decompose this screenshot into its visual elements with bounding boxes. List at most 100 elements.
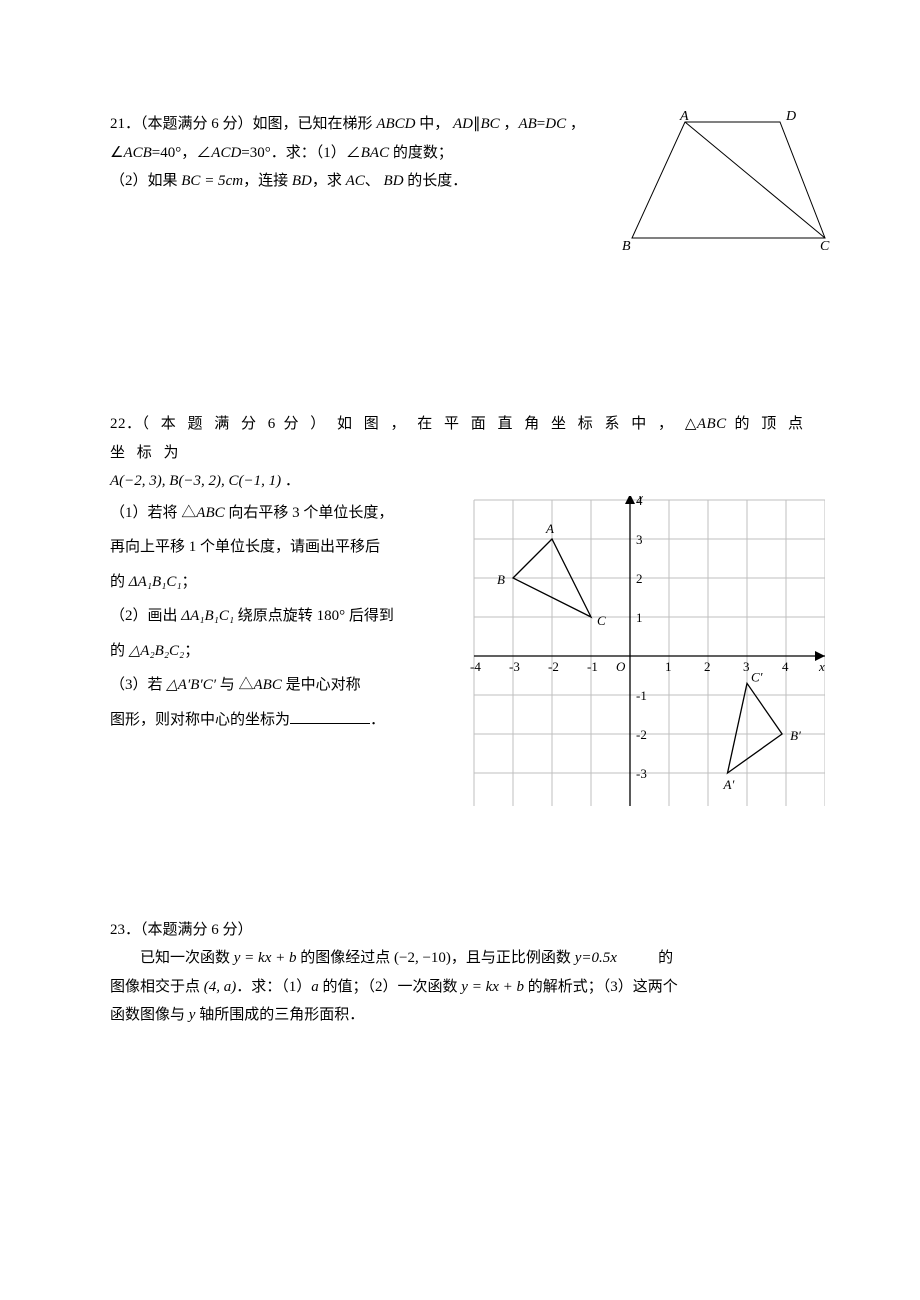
q22-p1d: 的 xyxy=(110,574,129,590)
q21-a1a: ∠ xyxy=(110,145,123,161)
q23-line3: 图像相交于点 (4, a)．求：（1）a 的值；（2）一次函数 y = kx +… xyxy=(110,973,830,1002)
q23-a: a xyxy=(311,979,319,995)
q22-p3c: 是中心对称 xyxy=(282,677,361,693)
q21-line3: （2）如果 BC = 5cm，连接 BD，求 AC、 BD 的长度． xyxy=(110,167,620,196)
svg-text:B: B xyxy=(622,239,631,250)
q23-l1a: 已知一次函数 xyxy=(140,950,234,966)
q21-bc2: BC xyxy=(181,173,200,189)
q22-tri-2: △ xyxy=(181,505,196,521)
q21-a2a: ∠ xyxy=(196,145,211,161)
problem-21-text: 21．（本题满分 6 分）如图，已知在梯形 ABCD 中， AD∥BC ，AB=… xyxy=(110,110,620,196)
svg-text:-3: -3 xyxy=(509,659,520,674)
q22-p3b: 与 xyxy=(216,677,239,693)
q22-p1e: ； xyxy=(182,574,197,590)
q21-t3: ， xyxy=(500,116,519,132)
q22-p3a: （3）若 xyxy=(110,677,166,693)
q22-tri-3: △ xyxy=(239,677,254,693)
problem-22: 22．（ 本 题 满 分 6 分 ） 如 图 ， 在 平 面 直 角 坐 标 系… xyxy=(110,410,830,806)
svg-text:O: O xyxy=(616,659,626,674)
q21-ac: AC xyxy=(346,173,365,189)
q21-eqn: = 5 xyxy=(200,173,225,189)
q22-pp: （ 本 题 满 分 xyxy=(142,416,268,432)
q21-t5: 的度数； xyxy=(389,145,453,161)
q22-p2-l2: 的 △A₂B₂C₂； xyxy=(110,634,410,669)
q22-row: （1）若将 △ABC 向右平移 3 个单位长度， 再向上平移 1 个单位长度，请… xyxy=(110,496,830,806)
q21-eq2: =40°， xyxy=(152,145,196,161)
problem-23: 23．（本题满分 6 分） 已知一次函数 y = kx + b 的图像经过点 (… xyxy=(110,916,830,1030)
q23-l2b: ．求：（1） xyxy=(236,979,311,995)
q22-triP: △A′B′C′ xyxy=(166,677,216,693)
q23-ps: 分） xyxy=(219,922,253,938)
q23-pt2: (4, a) xyxy=(204,979,237,995)
q22-p2-l1: （2）画出 ΔA₁B₁C₁ 绕原点旋转 180° 后得到 xyxy=(110,599,410,634)
q21-t8: 、 xyxy=(365,173,384,189)
q23-eq1-2: y = kx + b xyxy=(461,979,524,995)
q22-p2b: 绕原点旋转 xyxy=(234,608,317,624)
q23-line2: 已知一次函数 y = kx + b 的图像经过点 (−2, −10)，且与正比例… xyxy=(110,944,830,973)
q22-p1-l1: （1）若将 △ABC 向右平移 3 个单位长度， xyxy=(110,496,410,531)
q23-pts: 6 xyxy=(211,922,219,938)
q23-l1b: 的图像经过点 xyxy=(296,950,394,966)
svg-text:D: D xyxy=(785,110,796,124)
q22-tri1-2: ΔA₁B₁C₁ xyxy=(181,608,234,624)
q22-num: 22． xyxy=(110,416,142,432)
q22-abc-2: ABC xyxy=(196,505,224,521)
svg-text:-2: -2 xyxy=(548,659,559,674)
q22-p2c: 后得到 xyxy=(345,608,394,624)
svg-text:2: 2 xyxy=(636,571,643,586)
svg-text:x: x xyxy=(818,659,825,674)
svg-text:A: A xyxy=(679,110,689,124)
q22-p1-l3: 的 ΔA₁B₁C₁； xyxy=(110,565,410,600)
answer-blank xyxy=(290,706,370,724)
q21-dc: DC xyxy=(545,116,566,132)
q22-p3-l2: 图形，则对称中心的坐标为． xyxy=(110,703,410,738)
q21-p2a: （2）如果 xyxy=(110,173,181,189)
q23-l2c: 的值；（2）一次函数 xyxy=(319,979,462,995)
svg-text:A′: A′ xyxy=(723,777,735,792)
q22-p2d: 的 xyxy=(110,643,129,659)
svg-text:-1: -1 xyxy=(587,659,598,674)
q21-cm: cm xyxy=(226,173,244,189)
q21-t1: 如图，已知在梯形 xyxy=(253,116,377,132)
q23-l1d: 的 xyxy=(617,950,673,966)
q21-t9: 的长度． xyxy=(404,173,468,189)
q23-l2d: 的解析式；（3）这两个 xyxy=(524,979,678,995)
svg-text:C: C xyxy=(820,239,830,250)
q21-num: 21． xyxy=(110,116,140,132)
q22-p1-l2: 再向上平移 1 个单位长度，请画出平移后 xyxy=(110,530,410,565)
svg-text:3: 3 xyxy=(636,532,643,547)
q23-eq2: y=0.5x xyxy=(575,950,617,966)
q22-p2e: ； xyxy=(184,643,199,659)
q22-p3-l1: （3）若 △A′B′C′ 与 △ABC 是中心对称 xyxy=(110,668,410,703)
q22-p1a: （1）若将 xyxy=(110,505,181,521)
svg-text:2: 2 xyxy=(704,659,711,674)
q21-eq1: = xyxy=(537,116,545,132)
q21-bd: BD xyxy=(292,173,312,189)
q22-t1: 如 图 ， 在 平 面 直 角 坐 标 系 中 ， xyxy=(329,416,685,432)
q22-line1: 22．（ 本 题 满 分 6 分 ） 如 图 ， 在 平 面 直 角 坐 标 系… xyxy=(110,410,830,467)
q23-pt: (−2, −10) xyxy=(394,950,451,966)
problem-21-row: 21．（本题满分 6 分）如图，已知在梯形 ABCD 中， AD∥BC ，AB=… xyxy=(110,110,830,250)
q22-figure: 11223344-4-4-3-3-2-2-1-1OxyABCA′B′C′ xyxy=(430,496,825,806)
q21-bd2: BD xyxy=(384,173,404,189)
q21-ps: 分） xyxy=(219,116,253,132)
q21-line2: ∠ACB=40°，∠ACD=30°．求：（1）∠BAC 的度数； xyxy=(110,139,620,168)
coordinate-grid-diagram: 11223344-4-4-3-3-2-2-1-1OxyABCA′B′C′ xyxy=(430,496,825,806)
q21-ad: AD xyxy=(453,116,473,132)
q22-tri: △ xyxy=(685,416,697,432)
q21-a3b: BAC xyxy=(361,145,389,161)
q22-deg180: 180° xyxy=(317,608,346,624)
svg-text:C′: C′ xyxy=(751,669,763,684)
q21-par: ∥ xyxy=(473,116,481,132)
q22-p3d: 图形，则对称中心的坐标为 xyxy=(110,712,290,728)
trapezoid-diagram: A D B C xyxy=(620,110,830,250)
q21-t2: 中， xyxy=(415,116,453,132)
svg-text:C: C xyxy=(597,613,606,628)
q23-l3: 函数图像与 xyxy=(110,1007,189,1023)
q23-line4: 函数图像与 y 轴所围成的三角形面积． xyxy=(110,1001,830,1030)
q23-pp: （本题满分 xyxy=(140,922,211,938)
svg-text:3: 3 xyxy=(743,659,750,674)
q22-abc: ABC xyxy=(697,416,727,432)
q22-line2: A(−2, 3), B(−3, 2), C(−1, 1) ． xyxy=(110,467,830,496)
q22-text: （1）若将 △ABC 向右平移 3 个单位长度， 再向上平移 1 个单位长度，请… xyxy=(110,496,410,738)
